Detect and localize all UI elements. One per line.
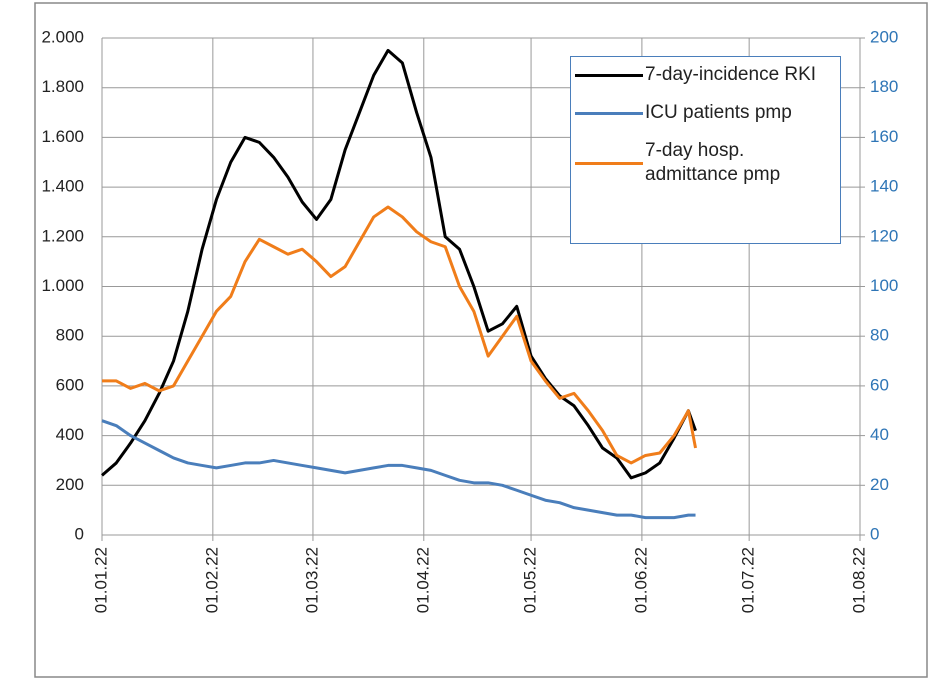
x-tick-label: 01.05.22 <box>521 547 540 613</box>
frame <box>34 2 928 678</box>
y-tick-label: 1.600 <box>41 127 84 146</box>
series-line <box>101 419 696 520</box>
y-tick-label: 1.400 <box>41 177 84 196</box>
y-tick-label: 1.800 <box>41 77 84 96</box>
legend-item: 7-day hosp. admittance pmp <box>575 139 836 187</box>
y-tick-label: 400 <box>56 425 84 444</box>
x-tick-label: 01.07.22 <box>739 547 758 613</box>
y2-tick-label: 140 <box>870 177 898 196</box>
y2-tick-label: 160 <box>870 127 898 146</box>
y2-tick-label: 20 <box>870 475 889 494</box>
x-tick-label: 01.01.22 <box>91 547 110 613</box>
y-tick-label: 800 <box>56 326 84 345</box>
x-tick-label: 01.03.22 <box>302 547 321 613</box>
legend: 7-day-incidence RKI ICU patients pmp 7-day… <box>570 56 841 244</box>
legend-label: 7-day-incidence RKI <box>645 64 817 85</box>
y2-tick-label: 0 <box>870 524 879 543</box>
legend-swatch <box>575 111 643 115</box>
y-tick-label: 200 <box>56 475 84 494</box>
series-line <box>101 48 697 480</box>
series-line <box>102 205 698 465</box>
y2-tick-label: 40 <box>870 425 889 444</box>
legend-label: ICU patients pmp <box>645 102 792 123</box>
y-tick-label: 600 <box>56 375 84 394</box>
x-tick-label: 01.08.22 <box>849 547 868 613</box>
x-tick-label: 01.02.22 <box>202 547 221 613</box>
y2-tick-label: 100 <box>870 276 898 295</box>
y-tick-label: 0 <box>75 524 84 543</box>
y2-tick-label: 180 <box>870 77 898 96</box>
y2-tick-label: 120 <box>870 226 898 245</box>
legend-label: 7-day hosp. admittance pmp <box>645 140 781 185</box>
legend-item: 7-day-incidence RKI <box>575 63 836 87</box>
y-tick-label: 1.000 <box>41 276 84 295</box>
y2-tick-label: 80 <box>870 326 889 345</box>
legend-swatch <box>575 73 643 77</box>
y-tick-label: 2.000 <box>41 27 84 46</box>
legend-swatch <box>575 161 643 165</box>
x-tick-label: 01.06.22 <box>631 547 650 613</box>
x-tick-label: 01.04.22 <box>413 547 432 613</box>
y2-tick-label: 60 <box>870 375 889 394</box>
legend-item: ICU patients pmp <box>575 101 836 125</box>
y-tick-label: 1.200 <box>41 226 84 245</box>
y2-tick-label: 200 <box>870 27 898 46</box>
